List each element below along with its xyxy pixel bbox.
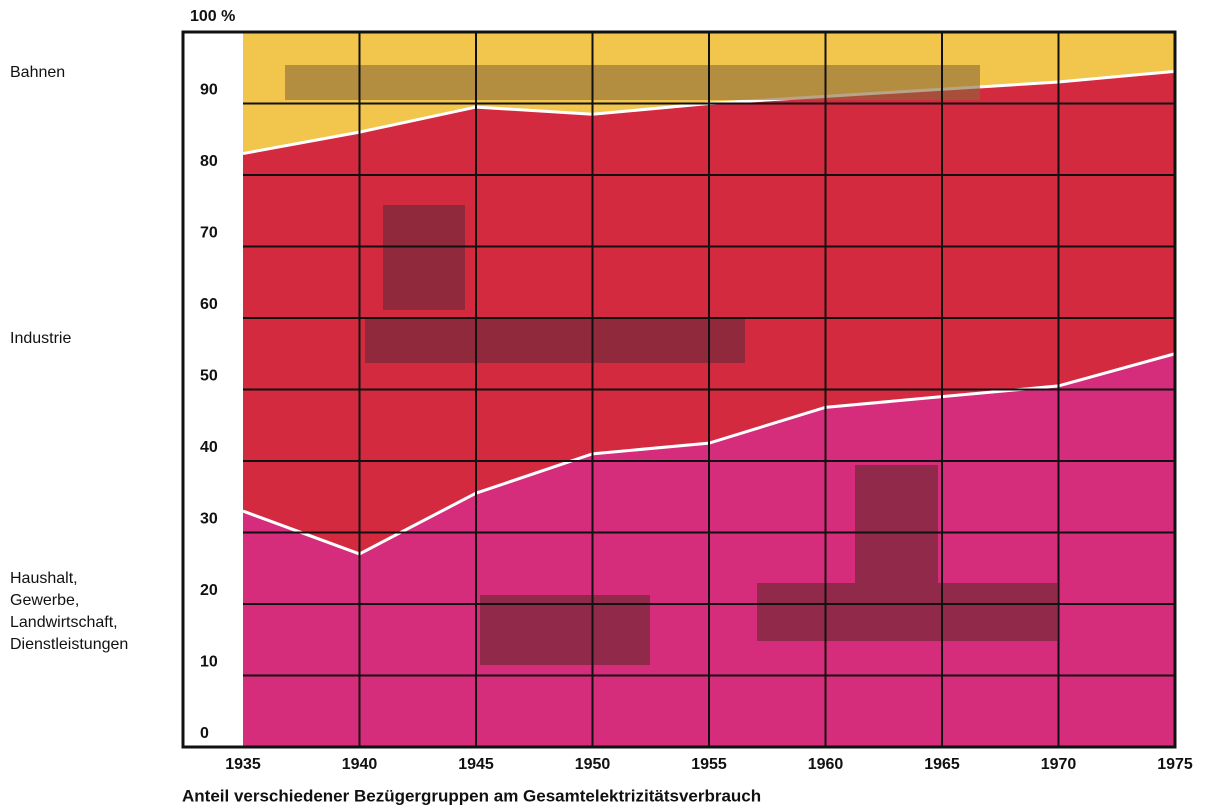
chart-title: Anteil verschiedener Bezügergruppen am G… <box>182 786 761 805</box>
y-tick-label: 10 <box>200 654 218 671</box>
y-tick-label: 70 <box>200 225 218 242</box>
y-tick-label: 0 <box>200 725 209 742</box>
legend-label: Bahnen <box>10 64 66 81</box>
y-tick-label: 90 <box>200 82 218 99</box>
x-tick-label: 1965 <box>924 756 960 773</box>
y-tick-label: 50 <box>200 368 218 385</box>
labels: 0 10 20 30 40 50 60 70 80 90 100 % 1935 1940 1945 1950… <box>190 8 1193 773</box>
x-tick-label: 1935 <box>225 756 261 773</box>
x-tick-label: 1970 <box>1041 756 1077 773</box>
y-tick-label: 60 <box>200 296 218 313</box>
x-tick-label: 1975 <box>1157 756 1193 773</box>
x-tick-label: 1955 <box>691 756 727 773</box>
label-strip <box>183 32 243 747</box>
icons <box>285 65 1057 665</box>
x-tick-label: 1940 <box>342 756 378 773</box>
y-tick-label: 100 % <box>190 8 235 25</box>
grid <box>243 32 1175 747</box>
y-tick-label: 20 <box>200 582 218 599</box>
y-tick-label: 30 <box>200 511 218 528</box>
legend-label: Industrie <box>10 330 72 347</box>
y-tick-label: 80 <box>200 153 218 170</box>
y-tick-label: 40 <box>200 439 218 456</box>
x-tick-label: 1945 <box>458 756 494 773</box>
legend-label: Haushalt, Gewerbe, Landwirtschaft, Diens… <box>10 570 129 653</box>
x-tick-label: 1960 <box>808 756 844 773</box>
frame <box>181 30 1177 749</box>
x-tick-label: 1950 <box>575 756 611 773</box>
